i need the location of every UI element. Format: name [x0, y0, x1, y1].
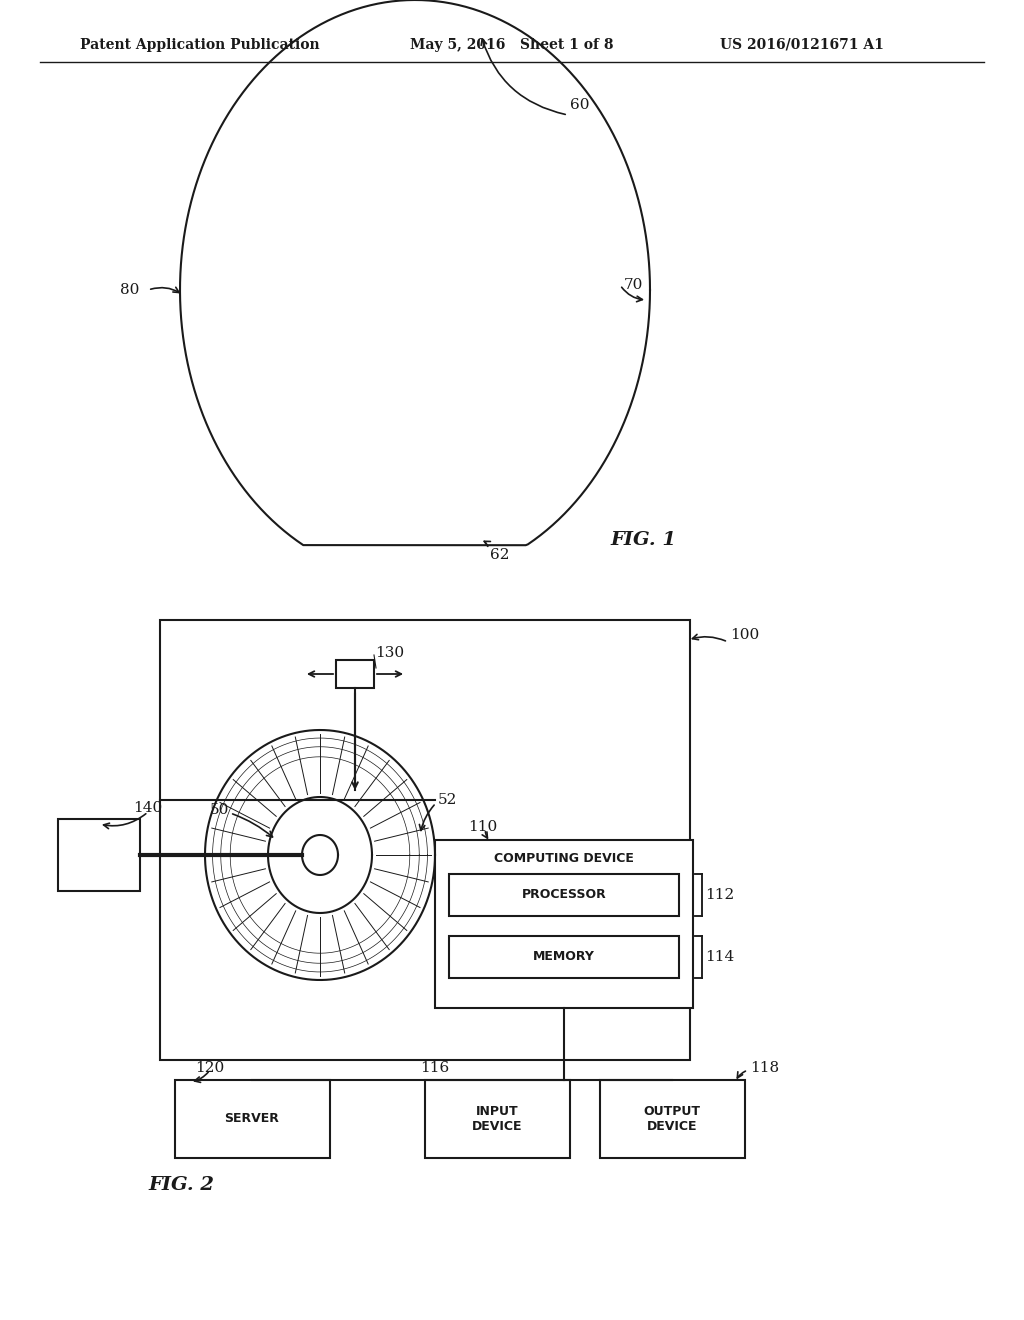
Text: INPUT
DEVICE: INPUT DEVICE	[472, 1105, 522, 1133]
Text: 114: 114	[705, 950, 734, 964]
Text: 52: 52	[438, 793, 458, 807]
Text: FIG. 2: FIG. 2	[148, 1176, 214, 1195]
Text: Patent Application Publication: Patent Application Publication	[80, 38, 319, 51]
Text: May 5, 2016   Sheet 1 of 8: May 5, 2016 Sheet 1 of 8	[410, 38, 613, 51]
Bar	[175, 1080, 330, 1158]
Text: 80: 80	[120, 282, 139, 297]
Bar	[425, 1080, 570, 1158]
Bar	[449, 874, 679, 916]
Text: 62: 62	[490, 548, 510, 562]
Text: FIG. 1: FIG. 1	[610, 531, 676, 549]
Text: 70: 70	[624, 279, 643, 292]
Text: 118: 118	[750, 1061, 779, 1074]
Text: 140: 140	[133, 801, 162, 814]
Bar	[160, 620, 690, 1060]
Text: SERVER: SERVER	[224, 1113, 280, 1126]
Bar	[435, 840, 693, 1008]
Bar	[336, 660, 374, 688]
Text: COMPUTING DEVICE: COMPUTING DEVICE	[494, 851, 634, 865]
Text: OUTPUT
DEVICE: OUTPUT DEVICE	[643, 1105, 700, 1133]
Text: 116: 116	[420, 1061, 450, 1074]
Text: 130: 130	[375, 645, 404, 660]
Text: US 2016/0121671 A1: US 2016/0121671 A1	[720, 38, 884, 51]
Text: MEMORY: MEMORY	[534, 950, 595, 964]
Text: 120: 120	[195, 1061, 224, 1074]
Text: 110: 110	[468, 820, 498, 834]
Bar	[600, 1080, 745, 1158]
Bar	[58, 818, 140, 891]
Text: 100: 100	[730, 628, 759, 642]
Text: 112: 112	[705, 888, 734, 902]
Text: 60: 60	[570, 98, 590, 112]
Text: PROCESSOR: PROCESSOR	[521, 888, 606, 902]
Bar	[449, 936, 679, 978]
Text: 50: 50	[210, 803, 229, 817]
